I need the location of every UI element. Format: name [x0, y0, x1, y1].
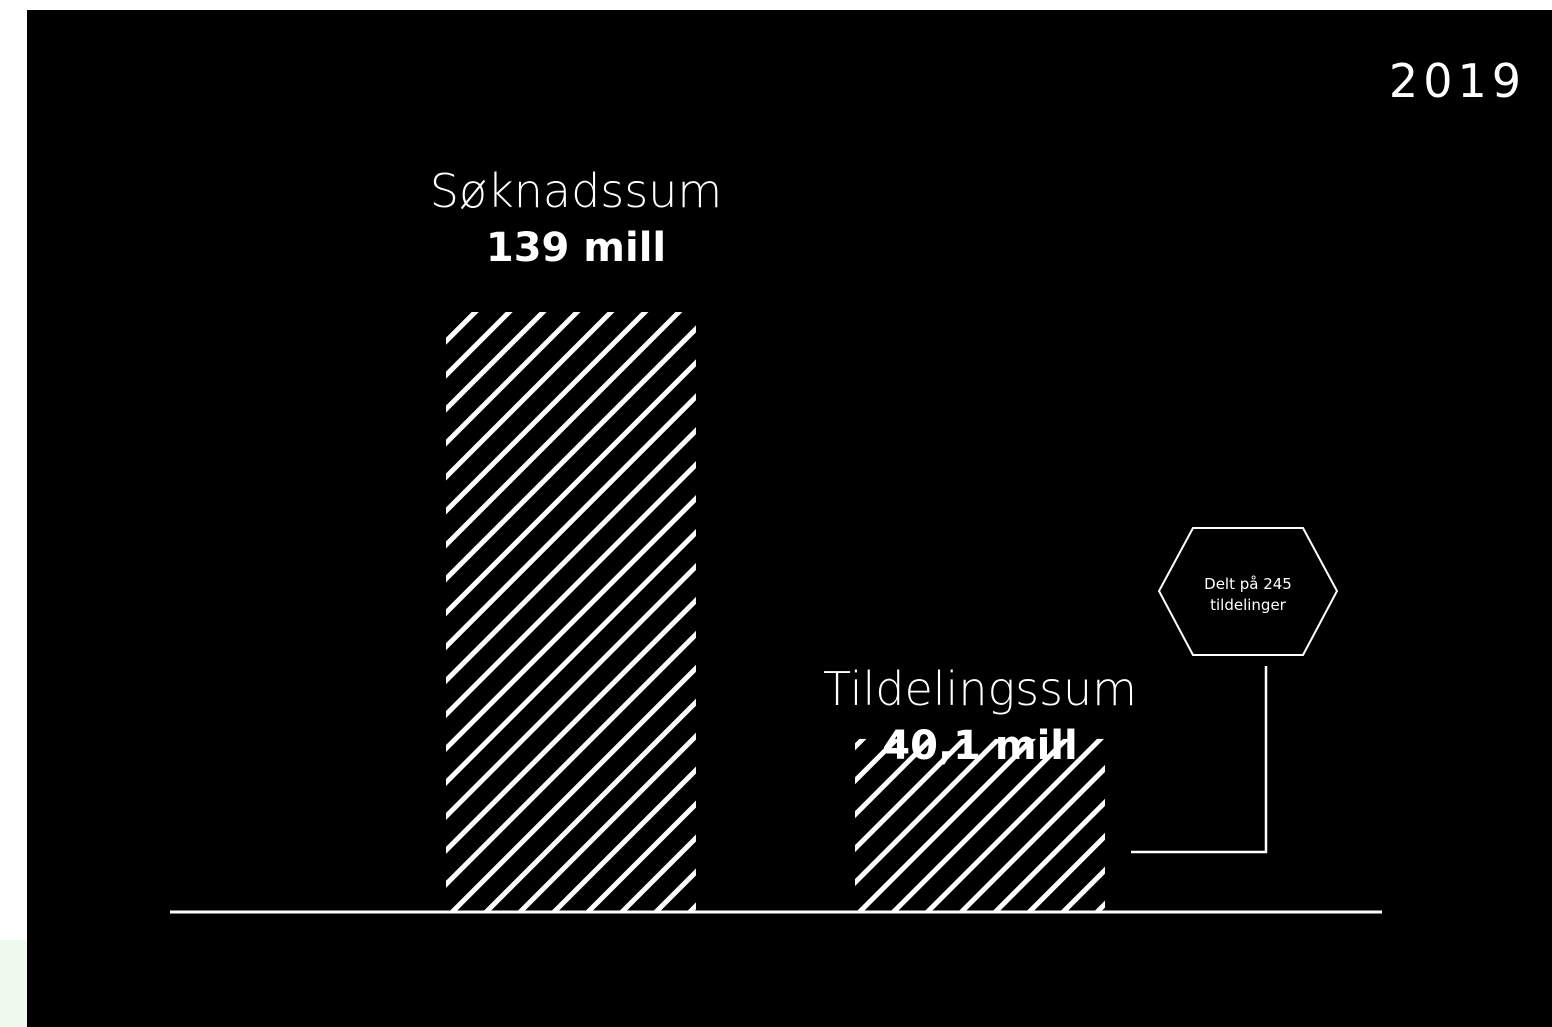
top-margin — [0, 0, 1552, 10]
category-label-soknadssum: Søknadssum — [429, 164, 723, 218]
annotation-hexagon — [1157, 527, 1339, 656]
category-label-tildelingssum: Tildelingssum — [823, 662, 1137, 716]
left-margin-accent — [0, 940, 27, 1027]
bar-tildelingssum — [855, 738, 1105, 912]
chart-panel: 2019 Søknadssum 139 mill Tildelingssum 4… — [27, 10, 1552, 1027]
value-label-tildelingssum: 40,1 mill — [882, 723, 1078, 769]
bar-soknadssum — [446, 312, 696, 912]
chart-title-year: 2019 — [1388, 54, 1526, 108]
left-margin — [0, 10, 27, 1027]
value-label-soknadssum: 139 mill — [485, 225, 667, 271]
bar-chart — [170, 312, 1382, 914]
annotation-connector — [1131, 666, 1268, 854]
annotation-text-line2: tildelinger — [1210, 596, 1286, 614]
annotation-text-line1: Delt på 245 — [1204, 575, 1292, 593]
